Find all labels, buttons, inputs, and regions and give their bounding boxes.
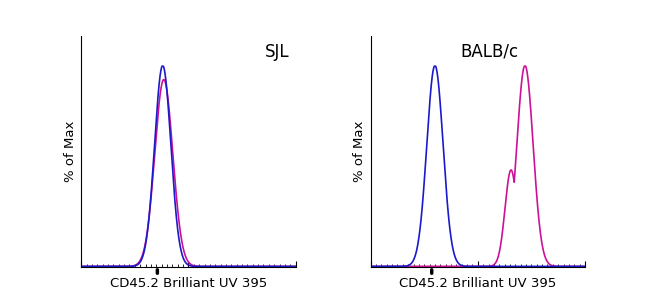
- Text: BALB/c: BALB/c: [461, 43, 519, 61]
- X-axis label: CD45.2 Brilliant UV 395: CD45.2 Brilliant UV 395: [399, 277, 556, 290]
- X-axis label: CD45.2 Brilliant UV 395: CD45.2 Brilliant UV 395: [110, 277, 267, 290]
- Y-axis label: % of Max: % of Max: [64, 121, 77, 182]
- Text: SJL: SJL: [265, 43, 289, 61]
- Y-axis label: % of Max: % of Max: [354, 121, 367, 182]
